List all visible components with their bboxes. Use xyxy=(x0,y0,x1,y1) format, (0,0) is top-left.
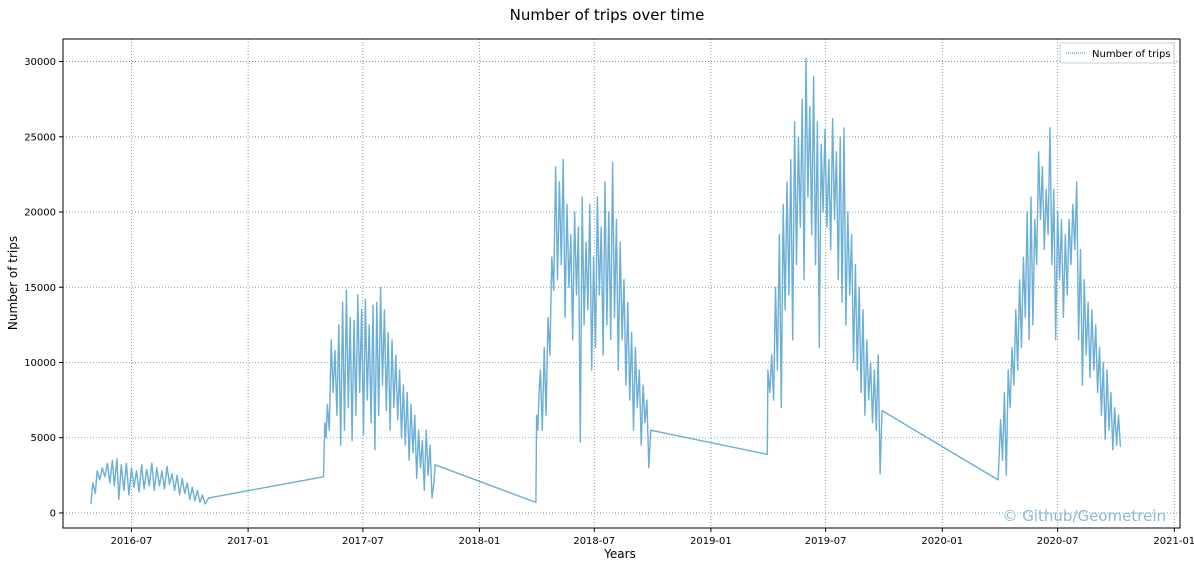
chart-title: Number of trips over time xyxy=(510,6,705,24)
line-layer xyxy=(90,57,1122,505)
legend-entry-number-of-trips: Number of trips xyxy=(1092,49,1171,60)
x-tick-label: 2019-01 xyxy=(690,536,732,547)
x-tick-label: 2021-01 xyxy=(1153,536,1194,547)
y-tick-label: 30000 xyxy=(24,57,56,68)
x-tick-label: 2017-07 xyxy=(342,536,384,547)
x-tick-label: 2018-07 xyxy=(573,536,615,547)
y-tick-label: 5000 xyxy=(31,433,56,444)
x-tick-label: 2020-07 xyxy=(1037,536,1079,547)
y-tick-label: 15000 xyxy=(24,283,56,294)
y-tick-label: 10000 xyxy=(24,358,56,369)
grid xyxy=(63,39,1180,528)
plot-frame xyxy=(62,38,1181,529)
x-tick-label: 2019-07 xyxy=(805,536,847,547)
x-tick-label: 2020-01 xyxy=(921,536,963,547)
x-tick-label: 2017-01 xyxy=(227,536,269,547)
y-axis-label: Number of trips xyxy=(6,236,20,330)
x-tick-label: 2016-07 xyxy=(111,536,153,547)
y-axis-ticks: 0 5000 10000 15000 20000 25000 30000 xyxy=(24,57,63,519)
y-tick-label: 25000 xyxy=(24,132,56,143)
legend-box xyxy=(1059,42,1175,64)
legend: Number of trips xyxy=(1059,42,1175,64)
watermark-text: © Github/Geometrein xyxy=(1002,507,1166,525)
series-line-number-of-trips xyxy=(90,57,1122,505)
x-axis-ticks: 2016-07 2017-01 2017-07 2018-01 2018-07 2019-… xyxy=(111,528,1194,547)
y-tick-label: 0 xyxy=(50,508,56,519)
x-axis-label: Years xyxy=(603,547,636,561)
y-tick-label: 20000 xyxy=(24,208,56,219)
x-tick-label: 2018-01 xyxy=(459,536,501,547)
